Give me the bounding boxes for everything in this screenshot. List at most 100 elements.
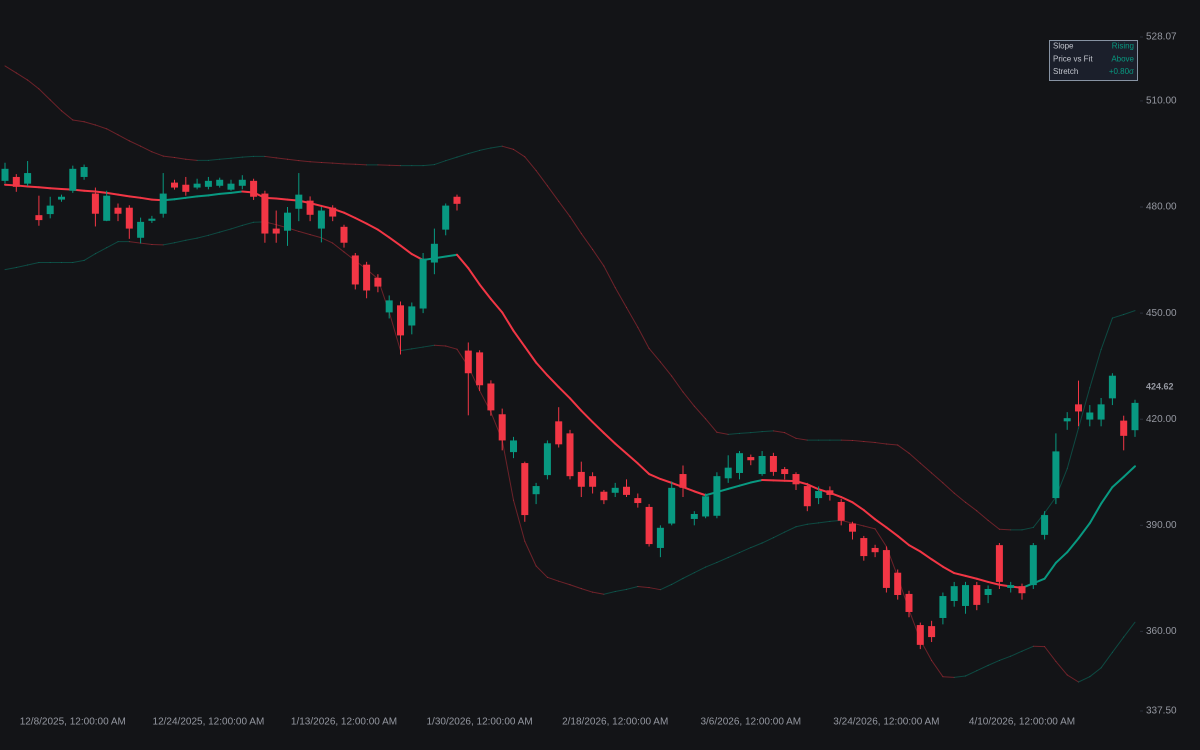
upper-band [467,149,481,155]
lower-band [614,588,627,592]
upper-band [1078,387,1091,429]
upper-band [558,200,571,218]
lower-band [94,247,108,255]
lower-band [716,557,729,563]
lower-band [772,531,786,539]
candle-body [1052,451,1060,499]
fit-segment [648,473,662,480]
lower-band [953,675,966,678]
lower-band [501,439,514,501]
upper-band [569,216,582,235]
candle-body [476,352,484,386]
candle-body [498,414,506,441]
fit-segment [49,187,63,190]
fit-segment [83,189,97,193]
candle-body [1,168,9,181]
upper-band [83,121,96,126]
candle-body [566,433,574,477]
fit-segment [636,462,651,476]
upper-band [659,361,673,377]
lower-band [626,586,639,590]
x-tick-label: 3/6/2026, 12:00:00 AM [700,717,801,728]
fit-segment [1122,465,1136,478]
fit-segment [727,484,741,490]
upper-band [94,124,108,130]
lower-band [739,547,752,554]
fit-segment [173,196,187,201]
upper-band [727,432,740,435]
upper-band [761,430,774,433]
stat-label: Stretch [1053,67,1078,76]
lower-band [411,346,424,350]
lower-band [128,241,142,244]
lower-band [185,237,198,241]
candle-body [600,491,608,501]
candle-body [668,487,676,524]
candle-body [521,463,529,516]
candle-body [1041,515,1049,535]
fit-segment [885,526,899,537]
lower-band [445,345,458,350]
candle-body [295,194,303,209]
candle-body [238,179,246,186]
candle-body [724,467,732,479]
x-tick-label: 3/24/2026, 12:00:00 AM [833,717,939,728]
stat-label: Slope [1053,42,1074,51]
upper-band [772,430,786,434]
fit-segment [908,544,922,553]
candle-body [702,496,710,517]
upper-band [1111,314,1125,319]
upper-band [1089,349,1102,389]
upper-band [320,161,334,164]
candle-body [58,196,65,200]
candle-body [973,585,981,605]
lower-band [1010,650,1023,657]
fit-segment [851,501,865,512]
lower-band [309,234,322,239]
candle-body [261,193,269,234]
candle-body [430,243,438,263]
fit-segment [523,345,538,364]
candle-body [272,228,280,234]
upper-band [671,375,684,393]
lower-band [840,519,853,524]
fit-segment [354,216,368,225]
lower-band [1123,621,1136,638]
candle-body [159,193,167,214]
fit-segment [207,192,221,197]
fit-segment [218,191,232,195]
candle-body [125,207,133,229]
lower-band [1055,660,1068,676]
upper-band [38,88,51,101]
y-tick-label: 510.00 [1146,96,1177,107]
upper-band [603,265,616,289]
fit-segment [569,397,583,412]
fit-segment [1054,551,1069,564]
candle-body [995,545,1003,582]
upper-band [354,163,368,166]
upper-band [140,145,153,153]
fit-segment [467,267,481,286]
upper-band [72,119,85,123]
candle-body [690,514,698,519]
candle-body [397,305,404,336]
upper-band [490,145,503,149]
candle-body [611,487,619,493]
upper-band [976,510,989,521]
fit-segment [117,193,131,198]
upper-band [4,65,17,74]
fit-segment [26,185,40,189]
lower-band [784,526,797,533]
fit-segment [941,565,956,575]
candle-body [543,443,551,476]
candle-body [487,383,495,411]
lower-band [987,659,1000,666]
upper-band [648,347,661,363]
candle-body [860,538,868,557]
upper-band [275,157,288,160]
candle-body [114,207,122,214]
lower-band [15,264,29,268]
candle-body [103,195,111,221]
upper-band [15,72,29,81]
